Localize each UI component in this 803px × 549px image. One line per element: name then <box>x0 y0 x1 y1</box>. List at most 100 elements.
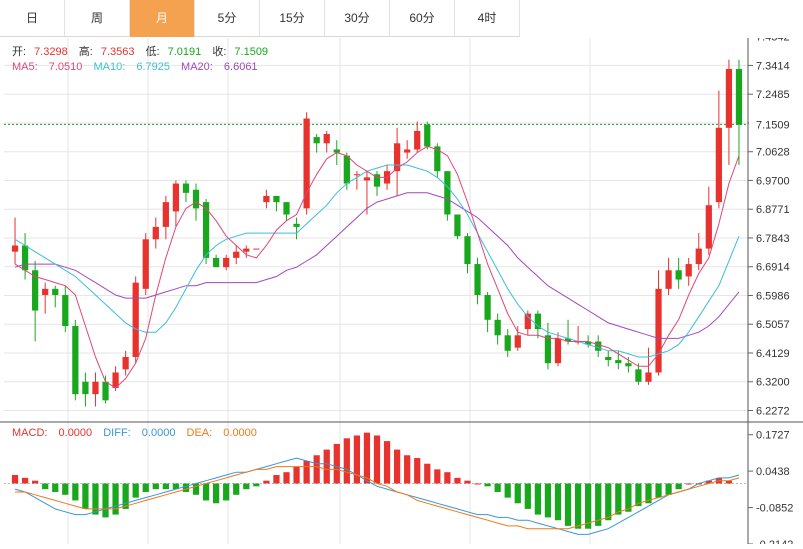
macd-bar-34 <box>353 435 361 484</box>
ma-legend: MA5: 7.0510 MA10: 6.7925 MA20: 6.6061 <box>12 61 266 73</box>
candle-body-54 <box>554 338 562 364</box>
candle-body-68 <box>695 248 702 265</box>
macd-bar-28 <box>293 466 300 484</box>
candle-body-23 <box>243 248 250 252</box>
price-tick-label-0: 7.4342 <box>756 38 790 44</box>
macd-bar-12 <box>132 483 139 498</box>
candle-body-46 <box>474 264 481 296</box>
candle-body-3 <box>42 288 49 296</box>
macd-bar-69 <box>705 480 712 484</box>
tab-2[interactable]: 周 <box>65 0 130 37</box>
candle-body-69 <box>705 205 712 249</box>
price-tick-label-11: 6.4129 <box>756 348 790 360</box>
candle-body-31 <box>323 134 330 144</box>
ma5-line <box>14 145 740 389</box>
macd-bar-4 <box>52 483 59 492</box>
tab-4[interactable]: 5分 <box>195 0 260 37</box>
candle-body-18 <box>192 189 200 209</box>
macd-legend: MACD: 0.0000 DIFF: 0.0000 DEA: 0.0000 <box>12 427 265 439</box>
candle-body-49 <box>504 335 511 351</box>
macd-bar-67 <box>685 483 692 485</box>
macd-bar-29 <box>303 460 310 484</box>
tab-1[interactable]: 日 <box>0 0 65 37</box>
candle-body-33 <box>343 155 350 184</box>
close-label: 收: <box>212 46 227 58</box>
macd-bar-61 <box>625 483 632 512</box>
tab-7[interactable]: 60分 <box>390 0 455 37</box>
candle-body-21 <box>223 257 230 268</box>
macd-bar-10 <box>112 483 119 515</box>
macd-bar-39 <box>404 455 411 484</box>
candle-body-22 <box>233 251 240 258</box>
macd-bar-20 <box>213 483 220 504</box>
macd-bar-26 <box>273 475 280 484</box>
candle-body-36 <box>373 174 381 187</box>
price-tick-label-12: 6.3200 <box>756 377 790 389</box>
price-tick-label-4: 7.0628 <box>756 147 790 159</box>
candle-body-5 <box>62 295 69 326</box>
macd-bar-55 <box>564 483 572 526</box>
candle-body-17 <box>182 183 190 193</box>
macd-label: MACD: <box>12 427 48 439</box>
macd-tick-label-0: 0.1727 <box>756 430 790 442</box>
macd-bar-22 <box>233 483 240 495</box>
candle-body-12 <box>132 282 139 357</box>
tab-6[interactable]: 30分 <box>325 0 390 37</box>
low-label: 低: <box>145 46 160 58</box>
macd-tick-label-3: -0.2142 <box>756 539 793 544</box>
chart-canvas: 7.43427.34147.24857.15577.06286.97006.87… <box>0 32 803 549</box>
macd-bar-50 <box>514 483 521 504</box>
candle-body-38 <box>393 143 401 172</box>
price-tick-label-13: 6.2272 <box>756 405 790 417</box>
candle-body-67 <box>685 264 692 277</box>
macd-tick-label-2: -0.0852 <box>756 503 793 515</box>
macd-bar-46 <box>474 483 481 485</box>
macd-bar-14 <box>152 483 159 490</box>
candle-body-9 <box>102 381 109 401</box>
macd-bar-17 <box>182 483 190 492</box>
diff-line <box>14 457 740 535</box>
kline-chart[interactable]: 7.43427.34147.24857.15577.06286.97006.87… <box>0 32 803 549</box>
candle-body-70 <box>715 127 722 203</box>
candle-body-53 <box>544 335 552 364</box>
macd-bar-44 <box>454 477 461 484</box>
candle-body-16 <box>172 183 180 212</box>
candle-body-13 <box>142 239 149 289</box>
candle-body-41 <box>424 124 431 147</box>
price-tick-label-9: 6.5986 <box>756 290 790 302</box>
candle-body-27 <box>283 202 290 215</box>
price-tick-label-2: 7.2485 <box>756 89 790 101</box>
macd-bar-45 <box>464 480 471 484</box>
tab-8[interactable]: 4时 <box>455 0 520 37</box>
macd-bar-42 <box>434 469 441 484</box>
tab-5[interactable]: 15分 <box>260 0 325 37</box>
ma20-line <box>14 192 740 339</box>
macd-bar-8 <box>92 483 99 515</box>
candle-body-11 <box>122 356 129 370</box>
macd-bar-31 <box>323 449 330 484</box>
dea-label: DEA: <box>186 427 213 439</box>
macd-bar-2 <box>32 480 39 484</box>
macd-bar-32 <box>333 443 340 484</box>
tab-3[interactable]: 月 <box>130 0 195 37</box>
period-tabs: 日周月 5分 15分 30分 60分 4时 <box>0 0 803 38</box>
candle-body-30 <box>313 137 320 144</box>
candle-body-32 <box>333 149 340 153</box>
macd-bar-59 <box>605 483 612 521</box>
ma20-value: 6.6061 <box>223 61 258 73</box>
macd-bar-11 <box>122 483 129 509</box>
macd-bar-40 <box>414 458 421 484</box>
macd-bar-21 <box>223 483 230 501</box>
current-price-label: 7.1509 <box>756 119 790 131</box>
candle-body-65 <box>665 270 672 289</box>
candle-body-45 <box>464 236 471 265</box>
macd-bar-24 <box>253 483 260 487</box>
candle-body-52 <box>534 313 541 330</box>
macd-bar-60 <box>615 483 622 515</box>
macd-bar-38 <box>393 449 401 484</box>
macd-bar-58 <box>595 483 602 526</box>
macd-bar-53 <box>544 483 552 518</box>
macd-bar-3 <box>42 483 49 490</box>
candle-body-61 <box>625 363 632 367</box>
macd-bar-27 <box>283 472 290 484</box>
